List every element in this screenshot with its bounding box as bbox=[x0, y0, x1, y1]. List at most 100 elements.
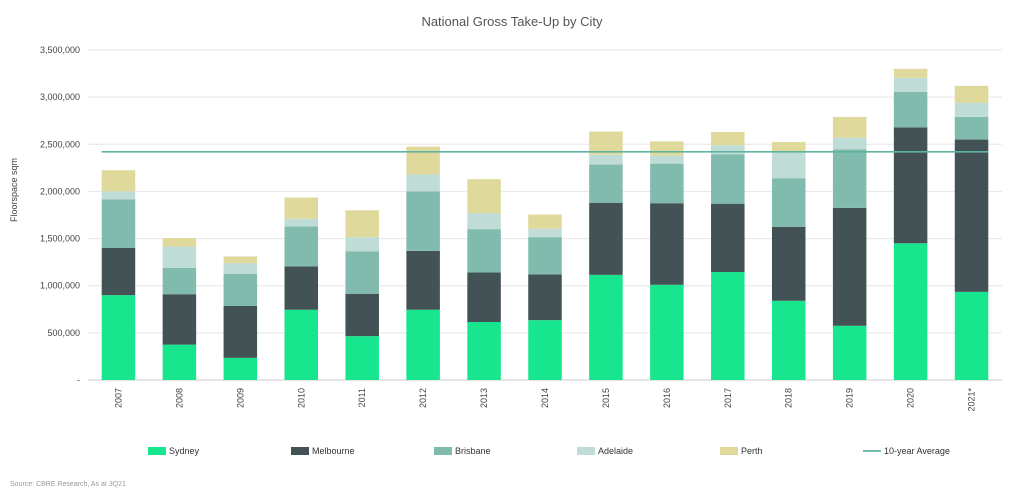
bar-brisbane bbox=[528, 237, 562, 275]
chart-title: National Gross Take-Up by City bbox=[421, 14, 603, 29]
legend-label: Brisbane bbox=[455, 446, 491, 456]
legend-label: Perth bbox=[741, 446, 763, 456]
bar-melbourne bbox=[467, 272, 501, 323]
y-tick-label: 2,500,000 bbox=[40, 139, 80, 149]
bar-sydney bbox=[832, 325, 867, 380]
bar-brisbane bbox=[893, 91, 928, 128]
bar-perth bbox=[832, 116, 867, 138]
legend-swatch bbox=[291, 447, 309, 455]
bar-melbourne bbox=[284, 266, 319, 310]
bar-perth bbox=[650, 141, 684, 156]
x-tick-label: 2007 bbox=[113, 388, 123, 408]
bar-perth bbox=[954, 85, 989, 103]
bar-sydney bbox=[589, 274, 623, 380]
bar-brisbane bbox=[284, 226, 319, 267]
bar-melbourne bbox=[832, 207, 867, 326]
bar-sydney bbox=[711, 272, 745, 380]
bar-stack-2021 bbox=[954, 85, 989, 380]
legend-label: Melbourne bbox=[312, 446, 355, 456]
legend-item-adelaide: Adelaide bbox=[577, 446, 633, 456]
legend: Sydney Melbourne Brisbane Adelaide Perth 10-y… bbox=[148, 446, 950, 456]
bar-stack-2010 bbox=[284, 197, 319, 380]
bar-melbourne bbox=[162, 294, 197, 345]
bar-sydney bbox=[528, 320, 562, 380]
bar-stack-2008 bbox=[162, 238, 197, 380]
bar-melbourne bbox=[589, 202, 623, 275]
bar-adelaide bbox=[711, 145, 745, 155]
bar-brisbane bbox=[162, 267, 197, 295]
bar-melbourne bbox=[406, 250, 440, 310]
bar-adelaide bbox=[893, 77, 928, 92]
bar-brisbane bbox=[711, 154, 745, 204]
bar-stack-2017 bbox=[711, 132, 745, 380]
bar-sydney bbox=[101, 295, 136, 380]
bar-perth bbox=[162, 238, 197, 247]
legend-swatch bbox=[720, 447, 738, 455]
bar-perth bbox=[771, 141, 806, 152]
y-tick-label: 1,000,000 bbox=[40, 281, 80, 291]
bar-brisbane bbox=[832, 149, 867, 208]
bar-melbourne bbox=[528, 274, 562, 321]
bar-stack-2015 bbox=[589, 131, 623, 380]
y-tick-label: - bbox=[77, 375, 80, 385]
bar-melbourne bbox=[101, 248, 136, 296]
bar-melbourne bbox=[771, 226, 806, 301]
bar-adelaide bbox=[650, 155, 684, 164]
bar-perth bbox=[284, 197, 319, 219]
bar-perth bbox=[893, 68, 928, 78]
y-axis-label: Floorspace sqm bbox=[9, 158, 19, 222]
x-tick-label: 2016 bbox=[662, 388, 672, 408]
bar-adelaide bbox=[406, 174, 440, 192]
x-tick-label: 2015 bbox=[601, 388, 611, 408]
bar-melbourne bbox=[650, 203, 684, 285]
bar-adelaide bbox=[589, 154, 623, 165]
x-tick-label: 2014 bbox=[540, 388, 550, 408]
y-tick-labels: - 500,000 1,000,000 1,500,000 2,000,000 2,500… bbox=[40, 45, 80, 385]
bar-sydney bbox=[284, 309, 319, 380]
bar-melbourne bbox=[345, 293, 379, 337]
x-tick-label: 2017 bbox=[723, 388, 733, 408]
legend-item-brisbane: Brisbane bbox=[434, 446, 491, 456]
legend-label: 10-year Average bbox=[884, 446, 950, 456]
bar-perth bbox=[467, 179, 501, 214]
bar-sydney bbox=[893, 243, 928, 380]
legend-swatch bbox=[577, 447, 595, 455]
bar-adelaide bbox=[345, 237, 379, 252]
legend-swatch bbox=[434, 447, 452, 455]
legend-label: Adelaide bbox=[598, 446, 633, 456]
bar-brisbane bbox=[650, 163, 684, 204]
bar-melbourne bbox=[893, 127, 928, 244]
bar-stack-2007 bbox=[101, 170, 136, 380]
x-tick-label: 2010 bbox=[296, 388, 306, 408]
bar-perth bbox=[101, 170, 136, 192]
x-tick-label: 2021* bbox=[967, 388, 977, 412]
bar-stack-2018 bbox=[771, 141, 806, 380]
x-tick-label: 2019 bbox=[845, 388, 855, 408]
bar-adelaide bbox=[832, 137, 867, 150]
source-note: Source: CBRE Research, As at 3Q21 bbox=[10, 481, 126, 488]
legend-label: Sydney bbox=[169, 446, 200, 456]
bar-stack-2019 bbox=[832, 116, 867, 380]
y-tick-label: 1,500,000 bbox=[40, 234, 80, 244]
x-tick-label: 2012 bbox=[418, 388, 428, 408]
bar-adelaide bbox=[101, 191, 136, 200]
bar-sydney bbox=[467, 322, 501, 380]
bar-adelaide bbox=[223, 263, 258, 274]
bar-perth bbox=[711, 132, 745, 146]
bar-perth bbox=[345, 210, 379, 238]
bar-melbourne bbox=[711, 203, 745, 273]
x-tick-label: 2009 bbox=[235, 388, 245, 408]
bar-stack-2016 bbox=[650, 141, 684, 380]
x-tick-label: 2011 bbox=[357, 388, 367, 407]
y-tick-label: 3,500,000 bbox=[40, 45, 80, 55]
legend-item-perth: Perth bbox=[720, 446, 763, 456]
y-tick-label: 500,000 bbox=[47, 328, 80, 338]
legend-item-10-year-average: 10-year Average bbox=[863, 446, 950, 456]
bar-melbourne bbox=[954, 139, 989, 292]
bar-brisbane bbox=[345, 251, 379, 294]
bars bbox=[101, 68, 989, 380]
bar-adelaide bbox=[284, 218, 319, 227]
bar-perth bbox=[528, 214, 562, 229]
bar-stack-2014 bbox=[528, 214, 562, 380]
bar-brisbane bbox=[589, 164, 623, 203]
